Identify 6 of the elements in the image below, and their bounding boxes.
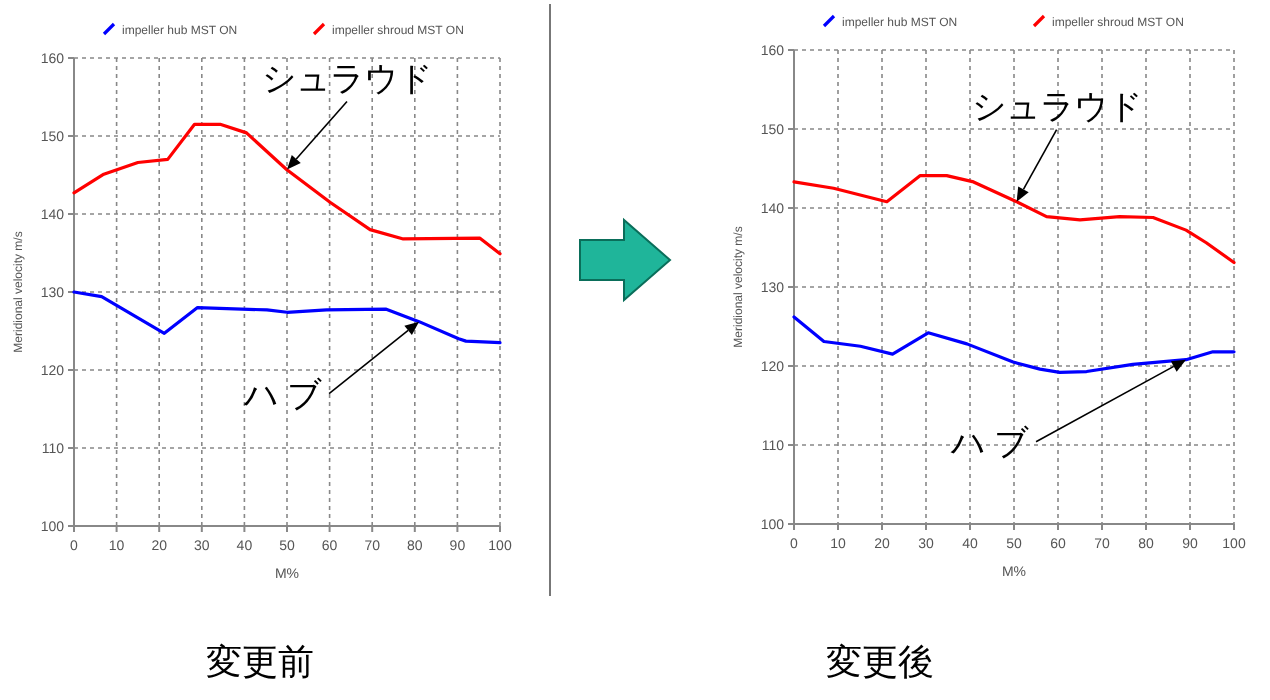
text: 変更後	[826, 642, 934, 682]
annotation: ハ ブ	[241, 375, 324, 414]
annotation: シュラウド	[971, 87, 1142, 126]
annotation: シュラウド	[262, 59, 432, 98]
text: 変更前	[206, 642, 314, 682]
annotation: ハ ブ	[948, 423, 1031, 462]
